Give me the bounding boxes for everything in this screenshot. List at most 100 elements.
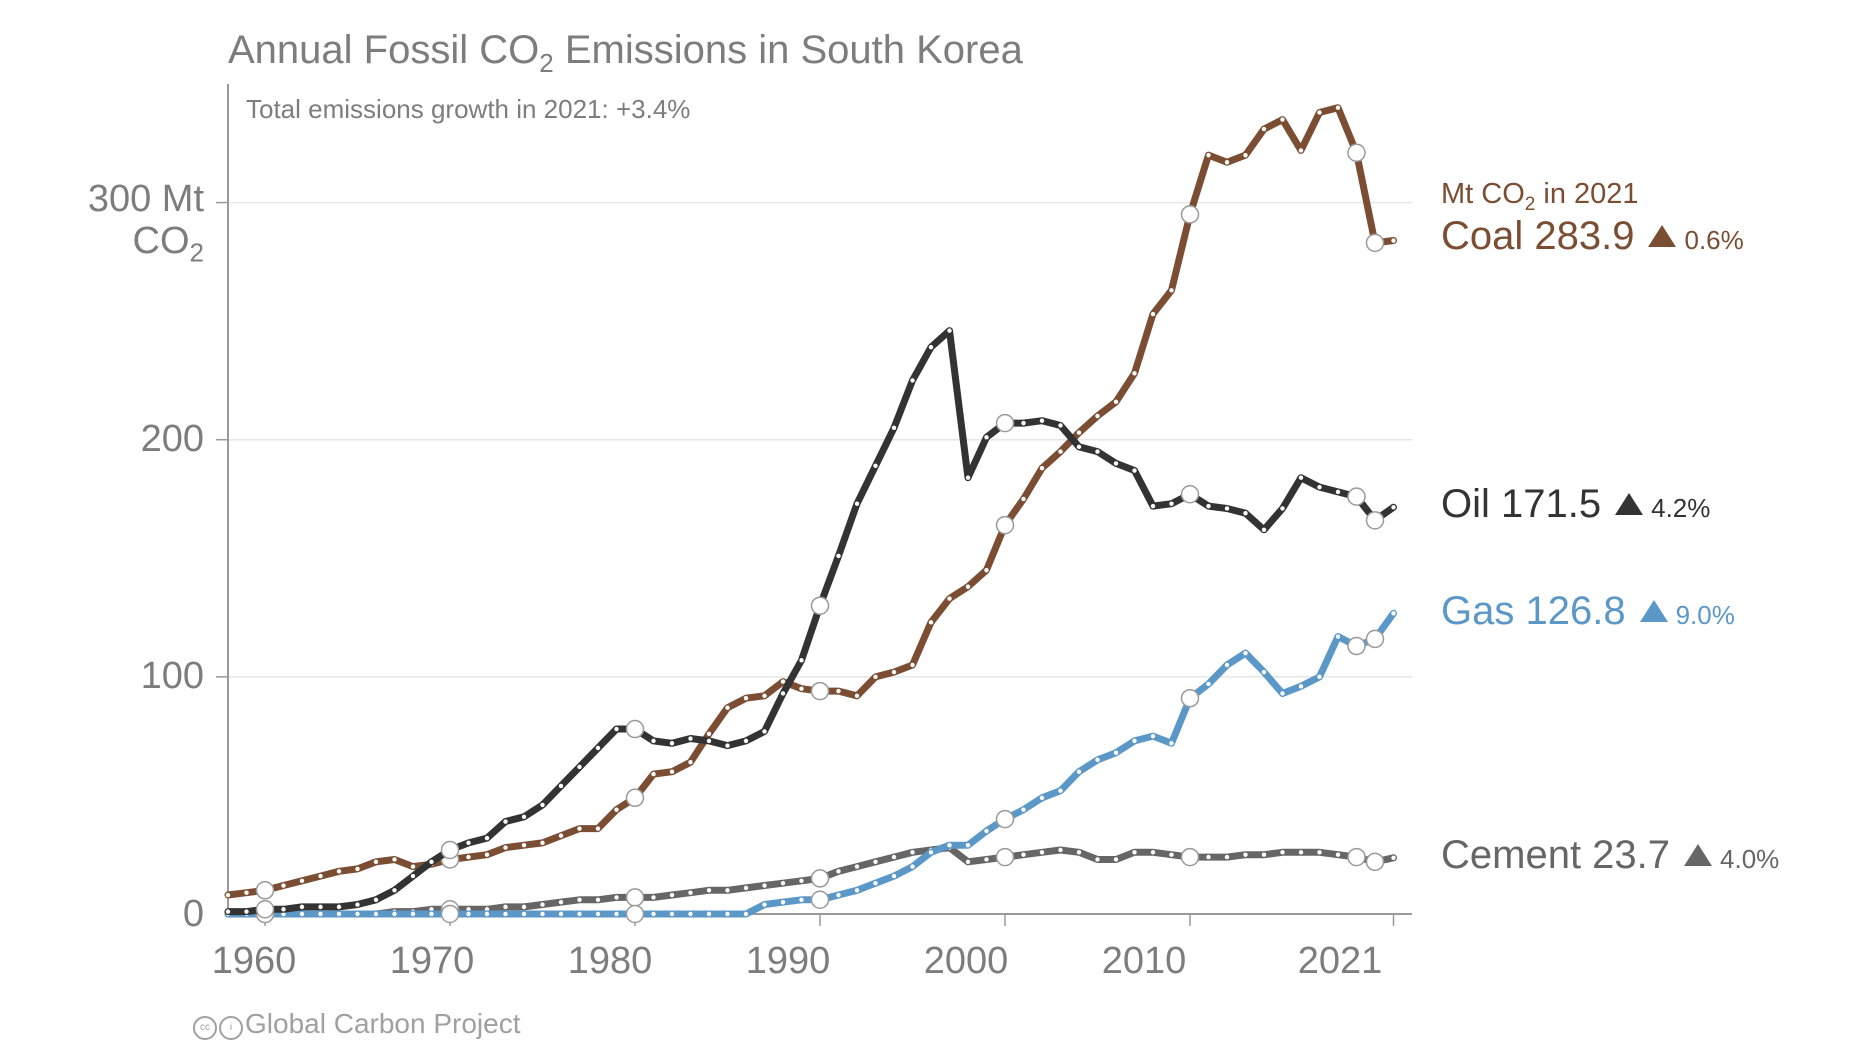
data-point-coal-1959: [244, 890, 249, 895]
data-point-cement-1991: [836, 869, 841, 874]
up-triangle-icon: [1684, 844, 1713, 866]
x-tick-label-1990: 1990: [745, 940, 831, 982]
data-point-gas-2017: [1317, 674, 1322, 680]
data-point-gas-2003: [1058, 788, 1063, 793]
data-point-coal-1992: [854, 693, 860, 699]
data-point-coal-2011: [1206, 152, 1211, 158]
y-tick-label-300: 300 Mt CO2: [87, 178, 204, 268]
data-point-cement-1974: [521, 904, 527, 910]
creative-commons-icon: cc: [193, 1016, 217, 1040]
data-point-oil-2002: [1039, 418, 1045, 423]
data-point-gas-1983: [688, 911, 693, 917]
data-point-oil-2008: [1150, 503, 1156, 509]
data-point-oil-1964: [336, 904, 342, 910]
data-point-coal-2016: [1298, 148, 1304, 153]
data-point-gas-1986: [743, 911, 749, 917]
data-point-oil-1981: [651, 738, 656, 744]
data-point-cement-2014: [1261, 852, 1267, 857]
data-point-oil-2012: [1224, 506, 1230, 511]
chart-title: Annual Fossil CO2 Emissions in South Kor…: [228, 28, 1023, 78]
data-point-gas-1979: [614, 911, 619, 917]
data-point-gas-1995: [910, 864, 915, 869]
data-point-cement-2006: [1113, 857, 1119, 862]
data-point-coal-1991: [836, 688, 841, 694]
data-point-gas-1962: [299, 911, 305, 917]
x-tick-label-1970: 1970: [389, 940, 475, 982]
data-point-coal-2004: [1076, 430, 1082, 435]
gas-change: 9.0%: [1675, 600, 1735, 630]
data-point-cement-2009: [1169, 852, 1174, 857]
data-point-oil-1998: [965, 475, 971, 480]
series-coal: [224, 104, 1397, 900]
data-point-cement-1995: [910, 850, 915, 855]
series-label-coal: Coal 283.9 0.6%: [1441, 214, 1744, 259]
data-point-cement-2017: [1317, 850, 1322, 855]
data-point-cement-2000: [995, 847, 1015, 867]
data-point-coal-2010: [1180, 205, 1200, 224]
data-point-gas-1993: [873, 880, 878, 886]
data-point-cement-1973: [503, 904, 508, 910]
data-point-coal-1971: [466, 854, 471, 860]
data-point-cement-1985: [725, 888, 730, 893]
data-point-gas-1998: [965, 843, 971, 848]
data-point-oil-1993: [873, 463, 878, 468]
attribution-icon: i: [219, 1016, 243, 1040]
data-point-oil-1976: [558, 783, 564, 789]
x-tick-label-1980: 1980: [567, 940, 653, 982]
data-point-oil-1970: [440, 840, 460, 860]
gas-value-label: Gas 126.8: [1441, 589, 1626, 633]
data-point-oil-1971: [466, 840, 471, 846]
data-point-gas-1961: [281, 911, 286, 917]
up-triangle-icon: [1648, 225, 1677, 247]
data-point-cement-1969: [429, 907, 434, 912]
data-point-coal-1982: [669, 769, 675, 774]
x-tick-label-2000: 2000: [923, 940, 1009, 982]
data-point-oil-2007: [1132, 468, 1137, 473]
data-point-coal-1990: [810, 681, 830, 701]
series-line-oil: [224, 327, 1397, 916]
data-point-oil-2013: [1243, 511, 1248, 516]
data-point-coal-1987: [762, 693, 767, 699]
oil-change: 4.2%: [1651, 493, 1711, 523]
data-point-oil-2003: [1058, 423, 1063, 428]
data-point-gas-1999: [984, 828, 989, 834]
data-point-oil-1973: [503, 819, 508, 824]
data-point-gas-1963: [318, 911, 323, 917]
data-point-coal-1993: [873, 674, 878, 680]
data-point-gas-2010: [1180, 688, 1200, 708]
data-point-cement-1980: [625, 888, 645, 907]
data-point-cement-2019: [1347, 847, 1366, 867]
data-point-gas-1987: [762, 902, 767, 907]
data-point-oil-1978: [595, 745, 601, 751]
data-point-coal-2003: [1058, 449, 1063, 454]
data-point-gas-1982: [669, 911, 675, 917]
y-tick-label-0: 0: [182, 893, 204, 935]
data-point-gas-1965: [355, 911, 360, 917]
data-point-coal-1994: [891, 669, 897, 675]
credit-line: cc i Global Carbon Project: [193, 1008, 520, 1040]
data-point-cement-1984: [706, 888, 712, 893]
series-lines: [224, 104, 1397, 924]
data-point-gas-2005: [1095, 757, 1100, 763]
data-point-gas-2001: [1021, 807, 1026, 812]
data-point-cement-1992: [854, 864, 860, 869]
y-tick-label-100: 100: [140, 655, 204, 697]
data-point-oil-2018: [1335, 489, 1341, 495]
data-point-gas-2013: [1243, 650, 1248, 656]
data-point-coal-1973: [503, 845, 508, 850]
data-point-coal-1985: [725, 705, 730, 710]
data-point-gas-2007: [1132, 738, 1137, 744]
data-point-coal-2014: [1261, 126, 1267, 132]
data-point-oil-1963: [318, 904, 323, 910]
data-point-coal-2020: [1365, 233, 1385, 253]
x-tick-label-2021: 2021: [1297, 940, 1383, 982]
data-point-cement-2011: [1206, 854, 1211, 860]
data-point-gas-1974: [521, 911, 527, 917]
coal-change: 0.6%: [1684, 225, 1744, 255]
chart-subtitle: Total emissions growth in 2021: +3.4%: [246, 94, 691, 124]
data-point-coal-2008: [1150, 311, 1156, 317]
data-point-gas-1996: [928, 850, 934, 855]
data-point-coal-1981: [651, 771, 656, 777]
data-point-gas-2000: [995, 809, 1015, 829]
x-tick-label-2010: 2010: [1101, 940, 1187, 982]
